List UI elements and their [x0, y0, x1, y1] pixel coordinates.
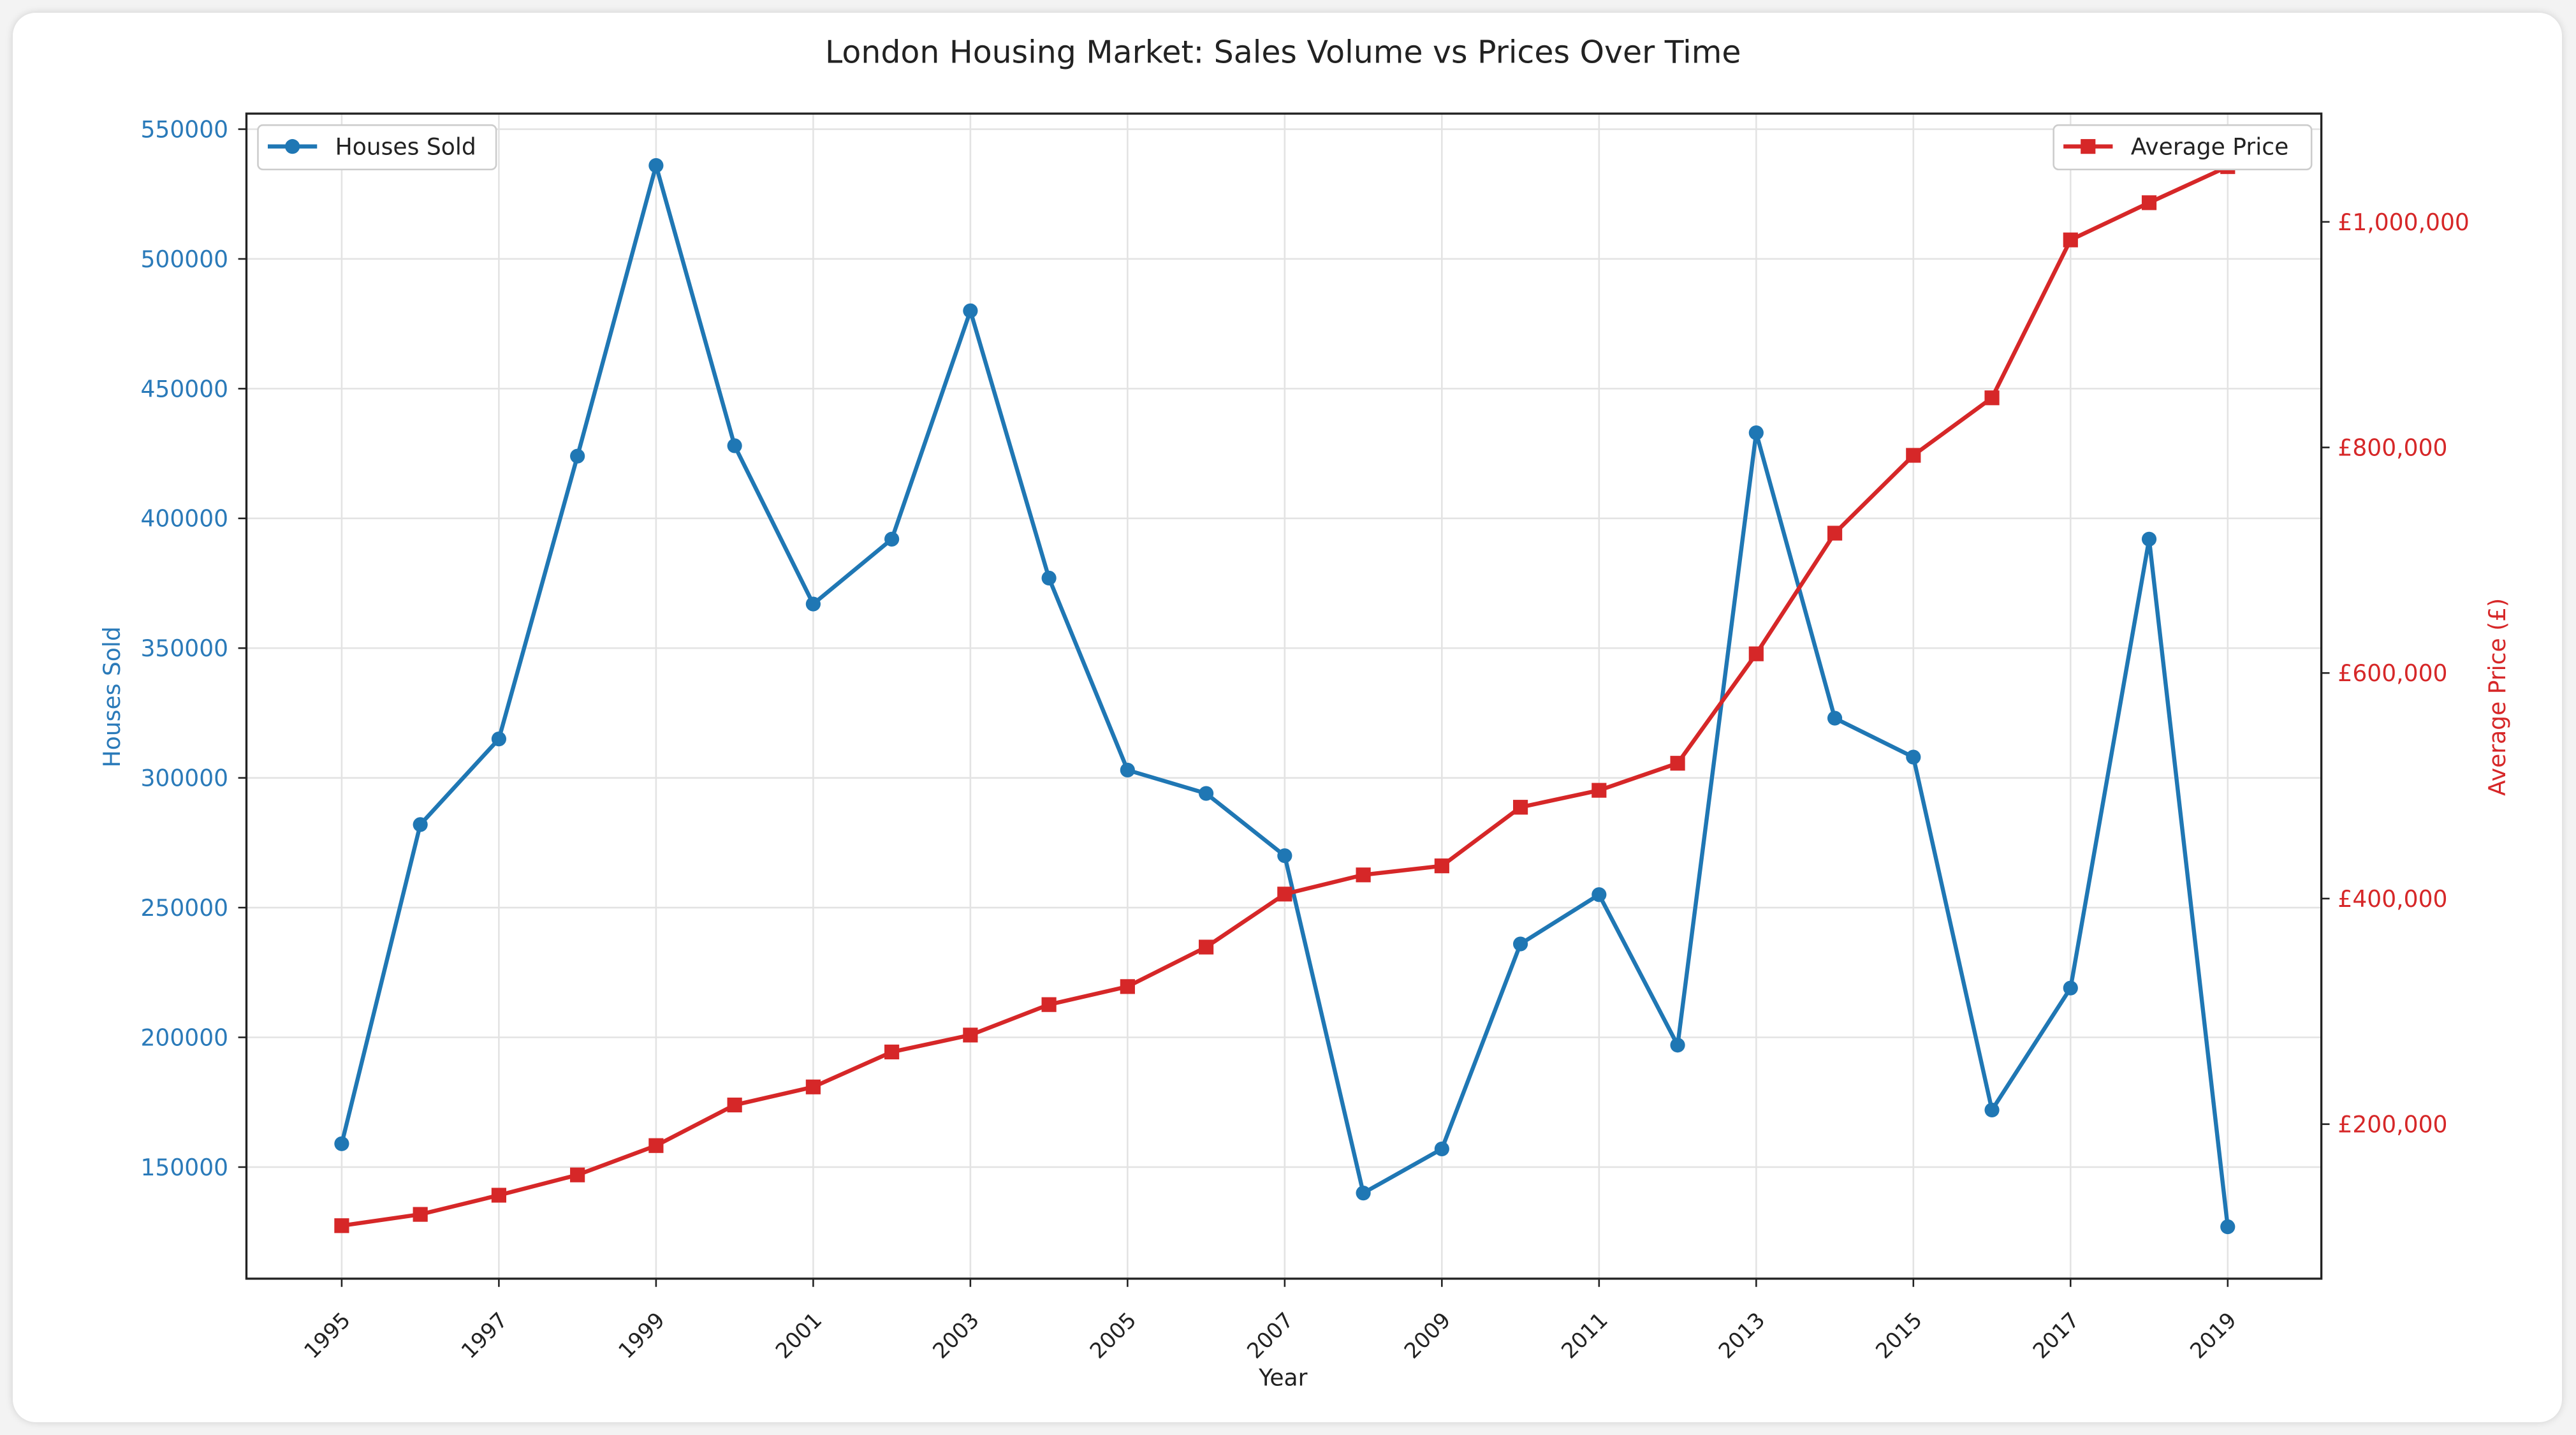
x-tick-label: 2007: [1242, 1307, 1298, 1364]
data-point-average-price: [1041, 997, 1057, 1012]
y-right-tick-label: £800,000: [2338, 434, 2447, 461]
data-point-houses-sold: [2220, 1219, 2236, 1235]
data-point-average-price: [1748, 646, 1764, 661]
data-point-average-price: [1827, 526, 1843, 541]
legend-label-houses-sold: Houses Sold: [335, 134, 476, 161]
y-left-tick-label: 500000: [140, 246, 228, 273]
y-right-axis-label: Average Price (£): [2484, 598, 2511, 796]
x-tick-label: 2009: [1400, 1307, 1456, 1364]
x-tick-label: 2015: [1871, 1307, 1927, 1364]
x-tick-label: 2005: [1085, 1307, 1141, 1364]
x-tick-label: 2019: [2185, 1307, 2241, 1364]
data-point-average-price: [570, 1167, 585, 1182]
data-point-average-price: [1277, 887, 1292, 902]
x-tick-label: 2003: [928, 1307, 984, 1364]
data-point-houses-sold: [1670, 1038, 1685, 1053]
data-point-average-price: [1356, 867, 1371, 883]
data-point-average-price: [491, 1188, 507, 1203]
data-point-average-price: [334, 1218, 349, 1233]
x-tick-label: 2001: [771, 1307, 827, 1364]
data-point-houses-sold: [491, 732, 507, 747]
x-tick-label: 1997: [457, 1307, 513, 1364]
data-point-houses-sold: [1199, 786, 1214, 801]
data-point-average-price: [1120, 979, 1135, 994]
y-right-tick-label: £1,000,000: [2338, 209, 2469, 236]
legend-houses-sold: Houses Sold: [257, 124, 497, 171]
data-point-houses-sold: [1748, 425, 1764, 441]
data-point-average-price: [963, 1027, 978, 1043]
data-point-houses-sold: [570, 448, 585, 464]
chart-title: London Housing Market: Sales Volume vs P…: [825, 34, 1741, 70]
data-point-houses-sold: [884, 531, 900, 547]
y-left-tick-label: 200000: [140, 1024, 228, 1051]
y-left-tick-label: 550000: [140, 116, 228, 143]
data-point-houses-sold: [1041, 570, 1057, 585]
x-tick-label: 2011: [1556, 1307, 1613, 1364]
data-point-houses-sold: [1827, 710, 1843, 726]
data-point-average-price: [1670, 756, 1685, 771]
data-point-average-price: [2063, 232, 2078, 247]
x-tick-label: 1995: [299, 1307, 355, 1364]
data-point-houses-sold: [1434, 1141, 1449, 1157]
x-axis-label: Year: [1258, 1364, 1308, 1391]
y-left-tick-label: 450000: [140, 376, 228, 402]
y-left-tick-label: 250000: [140, 895, 228, 922]
data-point-average-price: [805, 1079, 821, 1094]
data-point-houses-sold: [413, 817, 428, 832]
chart-card: [13, 13, 2562, 1422]
y-right-tick-label: £600,000: [2338, 660, 2447, 687]
data-point-average-price: [2141, 195, 2157, 210]
y-right-tick-label: £200,000: [2338, 1111, 2447, 1138]
data-point-houses-sold: [805, 596, 821, 612]
data-point-houses-sold: [2141, 531, 2157, 547]
data-point-houses-sold: [648, 158, 664, 173]
x-tick-label: 2013: [1714, 1307, 1770, 1364]
data-point-houses-sold: [2063, 980, 2078, 996]
data-point-houses-sold: [334, 1136, 349, 1151]
y-left-tick-label: 350000: [140, 635, 228, 662]
y-left-axis-label: Houses Sold: [99, 626, 126, 767]
data-point-houses-sold: [727, 438, 742, 453]
y-right-tick-label: £400,000: [2338, 886, 2447, 913]
plot-frame: [245, 112, 2323, 1280]
y-left-tick-label: 150000: [140, 1154, 228, 1181]
data-point-average-price: [727, 1097, 742, 1113]
data-point-average-price: [1512, 800, 1528, 815]
y-left-tick-label: 300000: [140, 765, 228, 792]
data-point-average-price: [1906, 448, 1921, 463]
x-tick-label: 2017: [2028, 1307, 2084, 1364]
legend-label-average-price: Average Price: [2131, 134, 2289, 161]
data-point-houses-sold: [1512, 936, 1528, 952]
data-point-houses-sold: [1356, 1186, 1371, 1201]
data-point-houses-sold: [1592, 887, 1607, 902]
data-point-average-price: [1592, 783, 1607, 798]
data-point-houses-sold: [963, 303, 978, 318]
data-point-average-price: [1199, 939, 1214, 955]
data-point-houses-sold: [1277, 848, 1292, 864]
data-point-houses-sold: [1120, 762, 1135, 778]
data-point-average-price: [1434, 858, 1449, 874]
legend-average-price: Average Price: [2053, 124, 2313, 171]
data-point-average-price: [884, 1044, 900, 1060]
data-point-average-price: [1984, 390, 2000, 406]
data-point-houses-sold: [1906, 749, 1921, 765]
x-tick-label: 1999: [613, 1307, 670, 1364]
data-point-houses-sold: [1984, 1102, 2000, 1118]
y-left-tick-label: 400000: [140, 506, 228, 533]
data-point-average-price: [648, 1138, 664, 1153]
data-point-average-price: [413, 1207, 428, 1222]
